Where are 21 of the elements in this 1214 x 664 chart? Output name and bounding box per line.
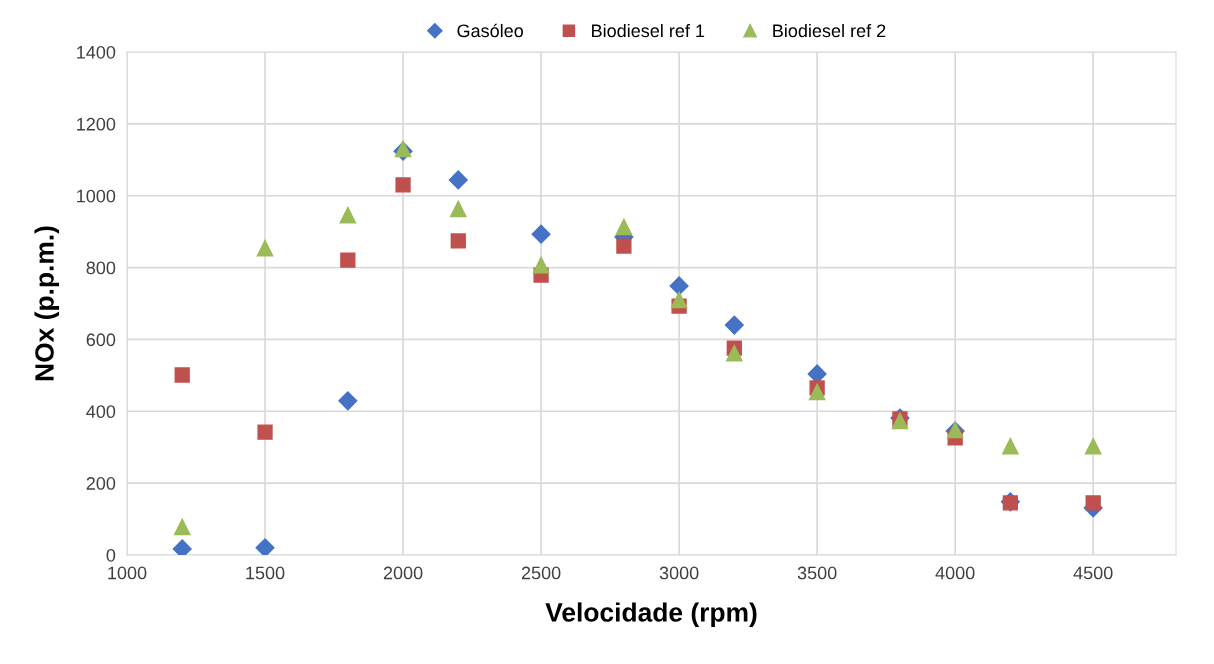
legend-label: Gasóleo (457, 23, 524, 38)
x-tick-label: 2000 (383, 566, 423, 580)
y-tick-label: 1000 (77, 189, 116, 203)
x-axis-title: Velocidade (rpm) (545, 602, 757, 627)
y-tick-label: 1200 (77, 117, 116, 131)
x-tick-label: 3000 (659, 566, 699, 580)
y-tick-label: 1400 (77, 45, 116, 59)
y-tick-label: 400 (86, 405, 116, 419)
y-tick-label: 600 (86, 333, 116, 347)
y-tick-label: 800 (86, 261, 116, 275)
y-tick-label: 0 (106, 548, 116, 562)
y-tick-label: 200 (86, 477, 116, 490)
x-tick-label: 3500 (797, 566, 837, 580)
legend-label: Biodiesel ref 1 (592, 23, 705, 38)
legend-label: Biodiesel ref 2 (773, 23, 886, 38)
y-axis-title: NOx (p.p.m.) (34, 226, 60, 381)
x-tick-label: 4000 (935, 566, 975, 580)
x-tick-label: 1500 (246, 566, 285, 580)
x-tick-label: 1000 (108, 566, 147, 580)
x-tick-label: 2500 (521, 566, 561, 580)
x-tick-label: 4500 (1073, 566, 1113, 580)
